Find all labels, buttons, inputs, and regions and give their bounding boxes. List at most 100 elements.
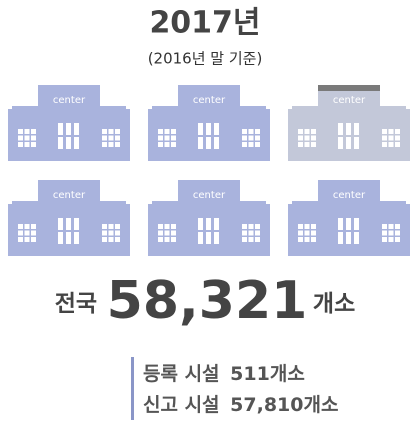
window (164, 142, 170, 147)
window (395, 135, 400, 141)
building: center (288, 85, 410, 161)
window (298, 237, 303, 242)
window (31, 230, 36, 236)
window (198, 137, 203, 149)
window (58, 232, 63, 244)
building-label: center (333, 190, 366, 201)
window (31, 142, 36, 147)
window (198, 123, 203, 135)
total-unit: 개소 (313, 291, 355, 317)
window (198, 232, 203, 244)
window (164, 224, 170, 229)
window (388, 230, 394, 236)
window (214, 137, 219, 149)
window (171, 237, 176, 242)
window (115, 142, 120, 147)
window (382, 142, 387, 147)
window (214, 123, 219, 135)
window (66, 123, 71, 135)
building: center (288, 180, 410, 256)
window (382, 135, 387, 141)
window (248, 129, 254, 134)
window (115, 224, 120, 229)
building-label: center (193, 95, 226, 106)
window (115, 129, 120, 134)
window (164, 129, 170, 134)
window (66, 218, 71, 230)
building: center (148, 180, 270, 256)
window (102, 129, 107, 134)
building: center (148, 85, 270, 161)
window (158, 129, 163, 134)
window (304, 142, 310, 147)
window (311, 224, 316, 229)
window (354, 137, 359, 149)
window (338, 232, 343, 244)
window (171, 224, 176, 229)
window (102, 142, 107, 147)
window (24, 142, 30, 147)
window (242, 237, 247, 242)
window (18, 135, 23, 141)
window (304, 224, 310, 229)
window (388, 237, 394, 242)
window (164, 135, 170, 141)
breakdown-unit: 개소 (270, 363, 305, 385)
body-lip (152, 106, 266, 110)
window (164, 230, 170, 236)
window (18, 129, 23, 134)
window (58, 123, 63, 135)
window (158, 224, 163, 229)
window (395, 142, 400, 147)
window (24, 237, 30, 242)
window (311, 142, 316, 147)
window (248, 142, 254, 147)
breakdown-label: 등록 시설 (143, 363, 220, 385)
window (171, 142, 176, 147)
window (24, 230, 30, 236)
window (388, 142, 394, 147)
window (298, 142, 303, 147)
window (304, 135, 310, 141)
window (74, 137, 79, 149)
window (158, 135, 163, 141)
total-value: 58,321 (107, 271, 308, 331)
breakdown-value: 57,810 (230, 394, 303, 416)
window (58, 218, 63, 230)
window (346, 232, 351, 244)
window (18, 142, 23, 147)
window (31, 224, 36, 229)
body-lip (292, 201, 406, 205)
window (311, 230, 316, 236)
window (255, 142, 260, 147)
window (206, 218, 211, 230)
breakdown-value: 511 (230, 363, 270, 385)
window (242, 142, 247, 147)
window (388, 135, 394, 141)
window (242, 135, 247, 141)
building-label: center (333, 95, 366, 106)
window (158, 142, 163, 147)
window (158, 230, 163, 236)
window (102, 230, 107, 236)
window (102, 135, 107, 141)
window (66, 232, 71, 244)
body-lip (292, 106, 406, 110)
window (158, 237, 163, 242)
breakdown-label: 신고 시설 (143, 394, 220, 416)
window (74, 218, 79, 230)
window (255, 230, 260, 236)
window (354, 232, 359, 244)
window (304, 237, 310, 242)
breakdown-row: 등록 시설 511개소 (143, 363, 305, 385)
window (298, 224, 303, 229)
buildings: center center center center center center (8, 85, 410, 256)
window (255, 237, 260, 242)
window (214, 218, 219, 230)
window (74, 123, 79, 135)
total-prefix: 전국 (55, 291, 97, 317)
window (382, 237, 387, 242)
window (382, 230, 387, 236)
window (255, 129, 260, 134)
